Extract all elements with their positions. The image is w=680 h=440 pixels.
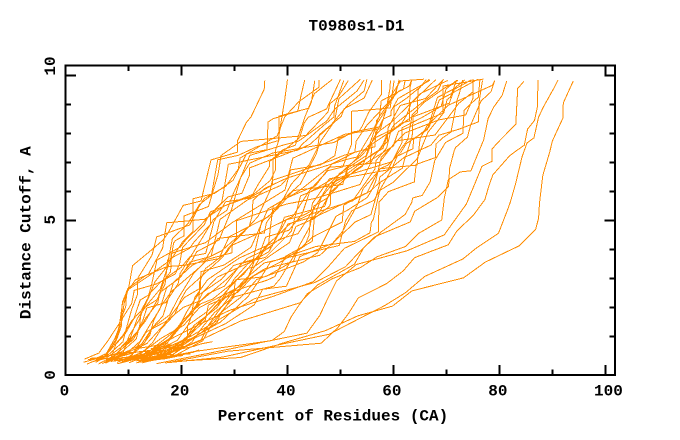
svg-text:Percent of Residues (CA): Percent of Residues (CA) [218, 408, 448, 426]
svg-text:Distance Cutoff, A: Distance Cutoff, A [17, 146, 35, 319]
svg-text:80: 80 [488, 382, 507, 400]
svg-text:20: 20 [170, 382, 189, 400]
svg-text:10: 10 [42, 56, 60, 75]
svg-text:0: 0 [42, 370, 60, 380]
svg-text:100: 100 [594, 382, 623, 400]
svg-text:0: 0 [60, 382, 70, 400]
svg-text:T0980s1-D1: T0980s1-D1 [308, 17, 404, 35]
svg-text:60: 60 [382, 382, 401, 400]
svg-text:5: 5 [42, 215, 60, 225]
svg-text:40: 40 [276, 382, 295, 400]
